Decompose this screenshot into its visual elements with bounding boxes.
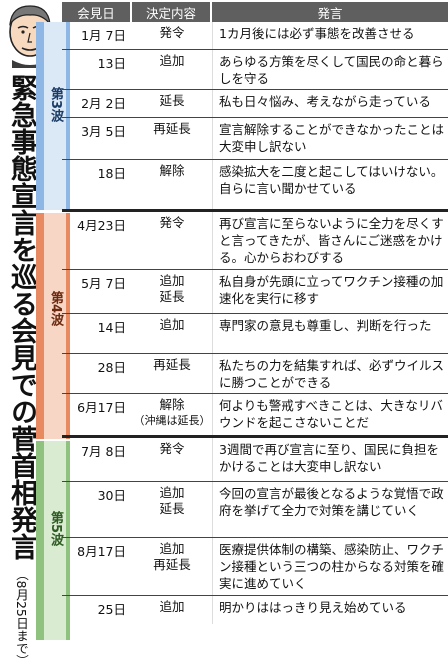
row-date: 28日 (97, 360, 126, 375)
wave-band-4: 第4波 (36, 213, 70, 439)
row-date: 30日 (97, 488, 126, 503)
row-statement: 何よりも警戒すべきことは、大きなリバウンドを起こさないことだ (212, 394, 448, 435)
table-row: 2月 2日 延長 私も日々悩み、考えながら走っている (62, 90, 448, 118)
row-decision-note: （沖縄は延長） (133, 414, 211, 427)
table-header: 会見日 決定内容 発言 (62, 2, 448, 22)
header-decision: 決定内容 (132, 2, 212, 22)
wave-band-5: 第5波 (36, 441, 70, 640)
header-date: 会見日 (62, 2, 132, 22)
row-date: 13日 (97, 56, 126, 71)
title-column: 緊急事態宣言を巡る会見での菅首相発言 （8月25日まで） (6, 74, 37, 667)
row-date: 5月 7日 (81, 276, 126, 291)
table-row: 3月 5日 再延長 宣言解除することができなかったことは大変申し訳ない (62, 118, 448, 160)
row-statement: あらゆる方策を尽くして国民の命と暮らしを守る (212, 50, 448, 89)
table-row: 30日 追加 延長 今回の宣言が最後となるような覚悟で政府を挙げて全力で対策を講… (62, 482, 448, 538)
page-subtitle: （8月25日まで） (14, 568, 29, 667)
row-statement: 3週間で再び宣言に至り、国民に負担をかけることは大変申し訳ない (212, 438, 448, 481)
wave-label-3: 第3波 (48, 87, 63, 123)
row-date: 2月 2日 (81, 96, 126, 111)
table-row: 5月 7日 追加 延長 私自身が先頭に立ってワクチン接種の加速化を実行に移す (62, 270, 448, 314)
row-decision: 解除 （沖縄は延長） (132, 394, 212, 435)
row-decision: 追加 (159, 53, 185, 68)
wave-label-4: 第4波 (48, 291, 63, 327)
row-statement: 明かりははっきり見え始めている (212, 596, 448, 624)
table-row: 1月 7日 発令 1カ月後には必ず事態を改善させる (62, 22, 448, 50)
row-decision: 追加 (159, 599, 185, 614)
row-decision: 再延長 (153, 357, 191, 372)
row-date: 25日 (97, 602, 126, 617)
row-decision: 追加 延長 (159, 485, 185, 516)
row-statement: 医療提供体制の構築、感染防止、ワクチン接種という三つの柱からなる対策を確実に進め… (212, 538, 448, 595)
row-statement: 専門家の意見も尊重し、判断を行った (212, 314, 448, 353)
row-date: 6月17日 (77, 400, 126, 415)
row-date: 3月 5日 (81, 124, 126, 139)
row-statement: 今回の宣言が最後となるような覚悟で政府を挙げて全力で対策を講じていく (212, 482, 448, 537)
table-row: 18日 解除 感染拡大を二度と起こしてはいけない。自らに言い聞かせている (62, 160, 448, 212)
table-row: 7月 8日 発令 3週間で再び宣言に至り、国民に負担をかけることは大変申し訳ない (62, 438, 448, 482)
row-decision: 再延長 (153, 121, 191, 136)
row-statement: 私自身が先頭に立ってワクチン接種の加速化を実行に移す (212, 270, 448, 313)
table-row: 6月17日 解除 （沖縄は延長） 何よりも警戒すべきことは、大きなリバウンドを起… (62, 394, 448, 438)
row-decision-main: 解除 (159, 397, 185, 412)
table-row: 25日 追加 明かりははっきり見え始めている (62, 596, 448, 624)
row-decision: 追加 (159, 317, 185, 332)
row-date: 18日 (97, 166, 126, 181)
row-decision: 追加 延長 (159, 273, 185, 304)
row-decision: 延長 (159, 93, 185, 108)
table-row: 28日 再延長 私たちの力を結集すれば、必ずウイルスに勝つことができる (62, 354, 448, 394)
wave-band-3: 第3波 (36, 22, 70, 210)
row-date: 7月 8日 (81, 444, 126, 459)
row-decision: 発令 (159, 215, 185, 230)
row-date: 1月 7日 (81, 28, 126, 43)
row-decision: 発令 (159, 25, 185, 40)
row-date: 4月23日 (77, 218, 126, 233)
table-row: 4月23日 発令 再び宣言に至らないように全力を尽くすと言ってきたが、皆さんにご… (62, 212, 448, 270)
row-statement: 再び宣言に至らないように全力を尽くすと言ってきたが、皆さんにご迷惑をかける。心か… (212, 212, 448, 269)
row-date: 14日 (97, 320, 126, 335)
row-decision: 発令 (159, 441, 185, 456)
row-statement: 感染拡大を二度と起こしてはいけない。自らに言い聞かせている (212, 160, 448, 209)
table-row: 13日 追加 あらゆる方策を尽くして国民の命と暮らしを守る (62, 50, 448, 90)
statements-table: 1月 7日 発令 1カ月後には必ず事態を改善させる 13日 追加 あらゆる方策を… (62, 22, 448, 624)
row-decision: 解除 (159, 163, 185, 178)
row-decision: 追加 再延長 (153, 541, 191, 572)
page-title: 緊急事態宣言を巡る会見での菅首相発言 (6, 74, 37, 560)
wave-label-5: 第5波 (48, 511, 63, 547)
row-statement: 私たちの力を結集すれば、必ずウイルスに勝つことができる (212, 354, 448, 393)
row-date: 8月17日 (77, 544, 126, 559)
table-row: 8月17日 追加 再延長 医療提供体制の構築、感染防止、ワクチン接種という三つの… (62, 538, 448, 596)
row-statement: 宣言解除することができなかったことは大変申し訳ない (212, 118, 448, 159)
row-statement: 1カ月後には必ず事態を改善させる (212, 22, 448, 49)
header-statement: 発言 (317, 5, 343, 21)
table-row: 14日 追加 専門家の意見も尊重し、判断を行った (62, 314, 448, 354)
row-statement: 私も日々悩み、考えながら走っている (212, 90, 448, 117)
